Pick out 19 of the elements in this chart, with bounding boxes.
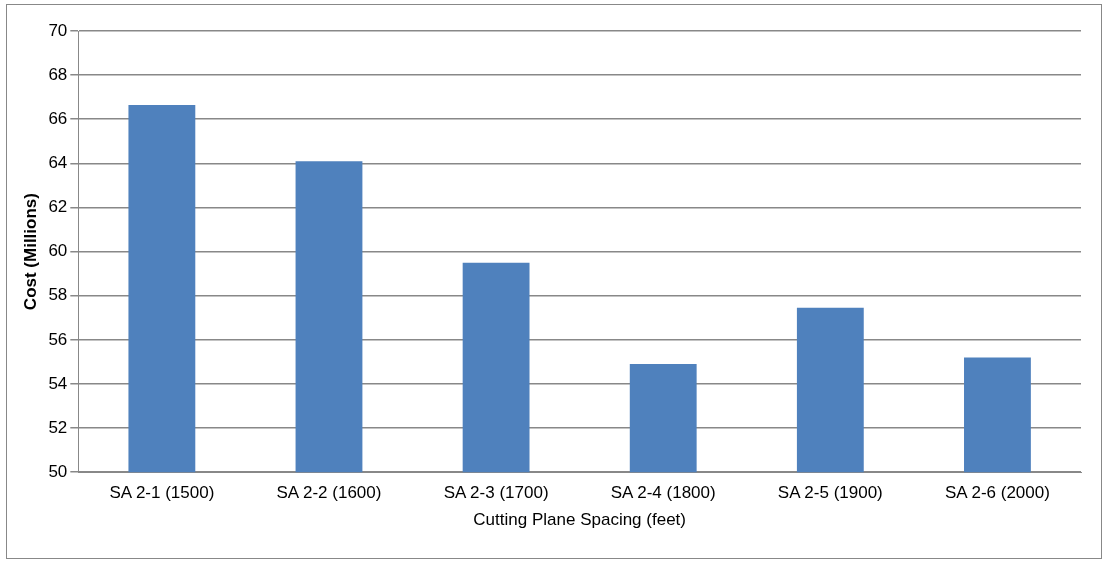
y-tick-label: 50 [48,461,68,481]
x-tick-label: SA 2-3 (1700) [443,483,549,503]
x-tick-label: SA 2-1 (1500) [109,483,215,503]
y-tick-label: 68 [48,64,68,84]
x-axis-title: Cutting Plane Spacing (feet) [473,510,686,530]
y-tick-label: 60 [48,241,68,261]
y-tick-label: 56 [48,329,68,349]
y-tick-label: 70 [48,20,68,40]
y-tick-label: 54 [48,373,68,393]
x-tick-label: SA 2-6 (2000) [944,483,1050,503]
x-tick-label: SA 2-2 (1600) [276,483,382,503]
y-axis-title: Cost (Millions) [20,193,40,311]
y-tick-label: 64 [48,153,68,173]
x-tick-label: SA 2-5 (1900) [777,483,883,503]
y-tick-label: 66 [48,108,68,128]
y-tick-label: 58 [48,285,68,305]
x-tick-label: SA 2-4 (1800) [610,483,716,503]
y-tick-label: 62 [48,197,68,217]
y-tick-label: 52 [48,417,68,437]
